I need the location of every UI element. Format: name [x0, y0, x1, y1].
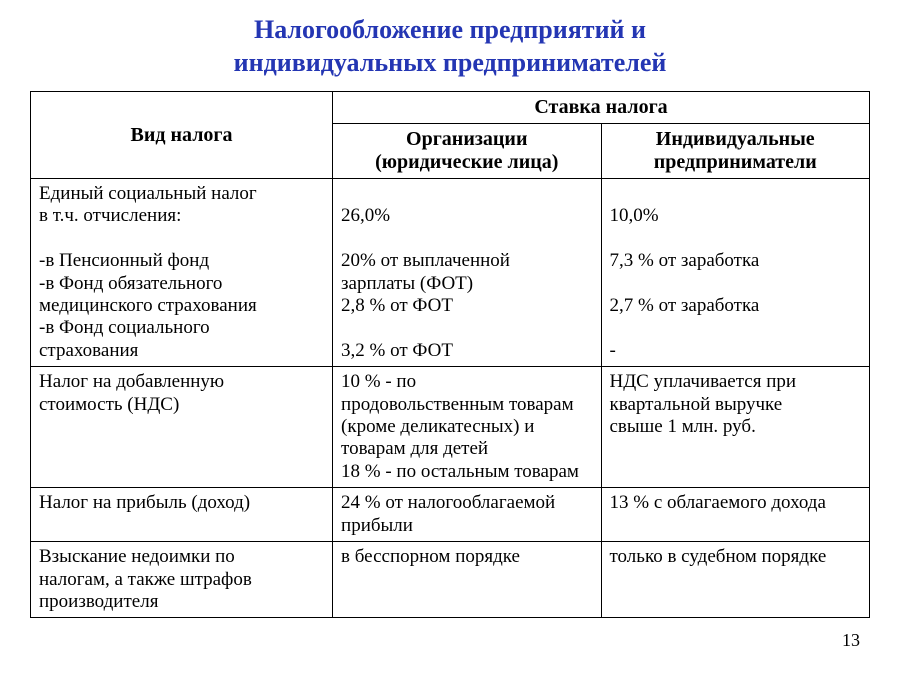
cell-org: 10 % - по продовольственным товарам (кро…: [333, 367, 601, 488]
cell-ind: НДС уплачивается при квартальной выручке…: [601, 367, 870, 488]
cell-type: Взыскание недоимки по налогам, а также ш…: [31, 542, 333, 618]
col-header-rate-group: Ставка налога: [333, 92, 870, 124]
slide-title-line2: индивидуальных предпринимателей: [234, 48, 667, 77]
cell-ind: 13 % с облагаемого дохода: [601, 488, 870, 542]
page-number: 13: [842, 630, 860, 651]
tax-table: Вид налога Ставка налога Организации (юр…: [30, 91, 870, 618]
table-row: Взыскание недоимки по налогам, а также ш…: [31, 542, 870, 618]
cell-type: Единый социальный налог в т.ч. отчислени…: [31, 179, 333, 367]
slide-title-line1: Налогообложение предприятий и: [254, 15, 646, 44]
cell-org: 24 % от налогооблагаемой прибыли: [333, 488, 601, 542]
tax-table-body: Единый социальный налог в т.ч. отчислени…: [31, 179, 870, 618]
table-row: Единый социальный налог в т.ч. отчислени…: [31, 179, 870, 367]
cell-type: Налог на добавленную стоимость (НДС): [31, 367, 333, 488]
table-row: Налог на добавленную стоимость (НДС) 10 …: [31, 367, 870, 488]
cell-ind: только в судебном порядке: [601, 542, 870, 618]
cell-ind: 10,0% 7,3 % от заработка 2,7 % от зарабо…: [601, 179, 870, 367]
cell-org: в бесспорном порядке: [333, 542, 601, 618]
slide-title: Налогообложение предприятий и индивидуал…: [30, 14, 870, 79]
cell-org: 26,0% 20% от выплаченной зарплаты (ФОТ) …: [333, 179, 601, 367]
col-header-type: Вид налога: [31, 92, 333, 179]
table-row: Налог на прибыль (доход) 24 % от налогоо…: [31, 488, 870, 542]
col-header-org: Организации (юридические лица): [333, 124, 601, 179]
cell-type: Налог на прибыль (доход): [31, 488, 333, 542]
col-header-ind: Индивидуальные предприниматели: [601, 124, 870, 179]
